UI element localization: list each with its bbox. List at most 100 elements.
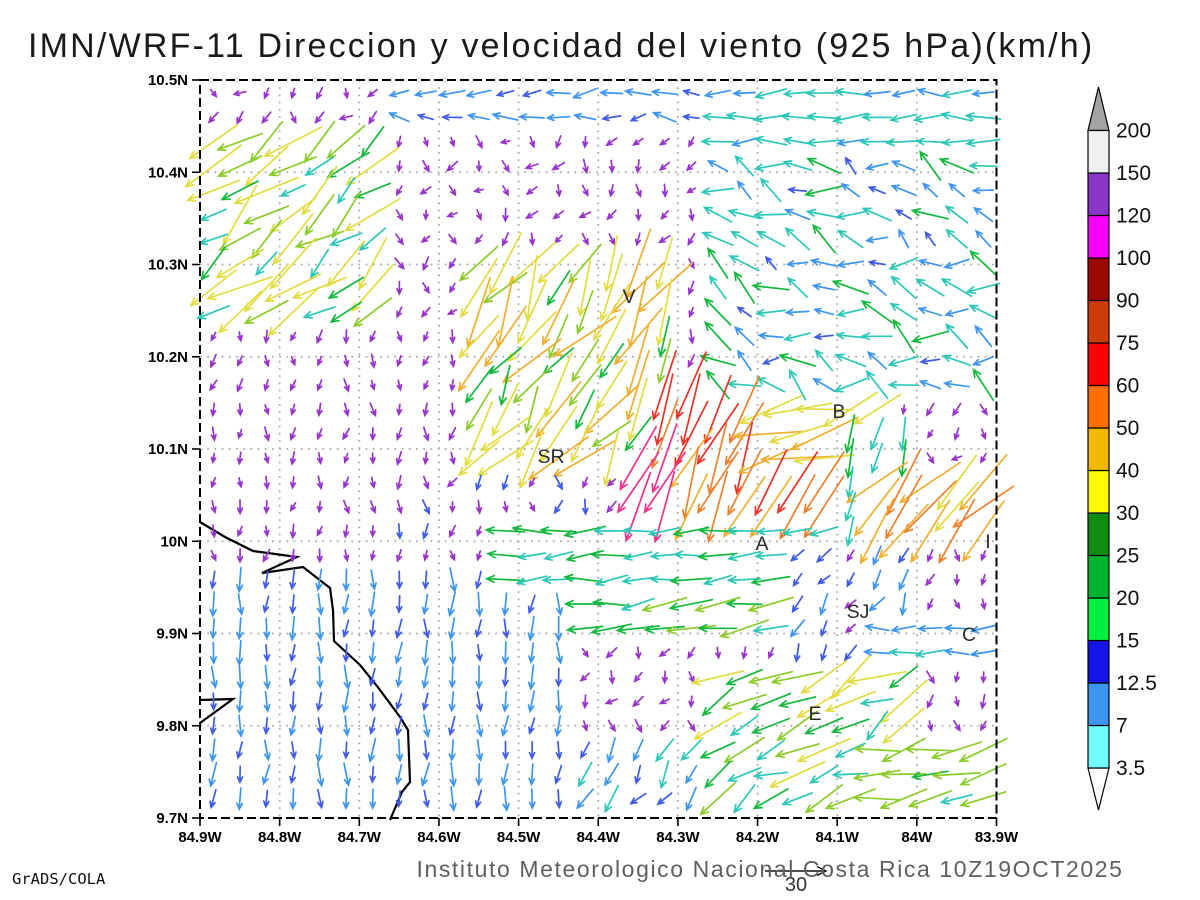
wind-arrow: [903, 480, 957, 534]
wind-arrow: [235, 567, 244, 594]
coastline-path: [199, 521, 412, 821]
wind-arrow: [887, 380, 920, 389]
wind-arrow: [189, 269, 237, 307]
wind-arrow: [268, 196, 317, 233]
lon-axis-label: 84.1W: [816, 829, 860, 846]
wind-arrow: [236, 617, 244, 641]
colorbar-segment: [1087, 639, 1110, 684]
wind-arrow: [449, 354, 456, 369]
wind-arrow: [420, 762, 431, 788]
wind-arrow: [779, 112, 815, 121]
wind-arrow: [262, 789, 270, 809]
wind-arrow: [555, 641, 564, 665]
wind-arrow: [210, 692, 217, 712]
wind-arrow: [811, 283, 836, 291]
wind-arrow: [447, 591, 456, 618]
wind-arrow: [889, 302, 918, 322]
city-label-i: I: [985, 531, 990, 553]
wind-arrow: [501, 667, 509, 688]
wind-arrow: [342, 741, 350, 760]
wind-arrow: [515, 575, 548, 586]
colorbar-segment: [1087, 554, 1110, 599]
wind-arrow: [643, 451, 686, 514]
wind-arrow: [369, 330, 376, 343]
wind-arrow: [621, 576, 655, 585]
wind-arrow: [244, 146, 289, 187]
wind-arrow: [396, 331, 403, 343]
wind-arrow: [953, 599, 961, 610]
wind-arrow: [866, 351, 888, 370]
wind-arrow: [578, 211, 592, 219]
wind-arrow: [200, 246, 227, 282]
wind-arrow: [840, 182, 861, 198]
wind-arrow: [269, 237, 317, 290]
wind-arrow: [658, 698, 671, 705]
wind-arrow: [475, 474, 482, 492]
wind-arrow: [845, 515, 855, 548]
wind-arrow: [910, 499, 951, 564]
wind-arrow: [422, 549, 429, 562]
wind-arrow: [608, 233, 616, 246]
colorbar-tick-label: 3.5: [1116, 757, 1145, 780]
wind-arrow: [768, 760, 826, 788]
colorbar-segment: [1087, 427, 1110, 472]
wind-arrow: [343, 524, 350, 539]
wind-arrow: [449, 282, 456, 294]
wind-arrow: [441, 113, 463, 121]
wind-arrow: [734, 154, 755, 177]
wind-arrow: [396, 499, 403, 515]
wind-arrow: [419, 186, 432, 195]
wind-arrow: [457, 440, 500, 477]
wind-arrow: [291, 276, 347, 300]
wind-arrow: [914, 649, 946, 658]
wind-arrow: [755, 377, 786, 393]
wind-arrow: [704, 760, 732, 789]
wind-arrow: [236, 499, 244, 516]
wind-arrow: [756, 527, 785, 536]
wind-arrow: [502, 185, 510, 197]
wind-arrow: [500, 763, 509, 787]
wind-arrow: [953, 549, 961, 563]
wind-arrow: [236, 690, 244, 714]
wind-arrow: [369, 569, 377, 591]
wind-arrow: [845, 466, 854, 500]
wind-arrow: [395, 618, 403, 640]
colorbar-tick-label: 90: [1116, 290, 1139, 313]
axis-labels: 10.5N 10.4N 10.3N 10.2N 10.1N 10N 9.9N 9.8N 9.7N…: [148, 72, 1019, 846]
wind-arrow: [502, 618, 510, 640]
wind-arrow: [290, 355, 296, 367]
colorbar-tick-label: 15: [1116, 630, 1139, 653]
wind-arrow: [465, 89, 492, 99]
wind-arrow: [898, 568, 909, 592]
wind-arrow: [216, 155, 263, 177]
wind-arrow: [687, 720, 696, 732]
wind-arrow: [263, 499, 270, 515]
wind-arrow: [448, 617, 456, 641]
wind-arrow: [728, 255, 760, 272]
lat-axis-label: 9.7N: [156, 810, 188, 827]
wind-arrow: [484, 305, 527, 368]
wind-arrow: [635, 159, 642, 174]
wind-arrow: [703, 297, 732, 326]
wind-arrow: [215, 132, 264, 152]
lat-axis-label: 10N: [160, 533, 188, 550]
reference-vector-label: 30: [785, 874, 807, 896]
wind-arrow: [501, 640, 510, 666]
wind-arrow: [545, 113, 571, 122]
wind-arrow: [448, 715, 456, 737]
wind-arrow: [422, 570, 430, 591]
wind-arrow: [940, 278, 973, 298]
wind-arrow: [582, 498, 589, 516]
wind-arrow: [529, 501, 536, 513]
wind-arrow: [209, 379, 218, 392]
wind-arrow: [624, 471, 652, 543]
wind-arrow: [606, 478, 617, 487]
wind-arrow: [316, 717, 324, 736]
wind-arrow: [343, 715, 351, 738]
wind-arrow: [898, 439, 907, 478]
wind-arrow: [422, 256, 430, 272]
wind-arrow: [342, 568, 350, 592]
wind-arrow: [185, 179, 241, 202]
wind-arrow: [501, 232, 510, 247]
